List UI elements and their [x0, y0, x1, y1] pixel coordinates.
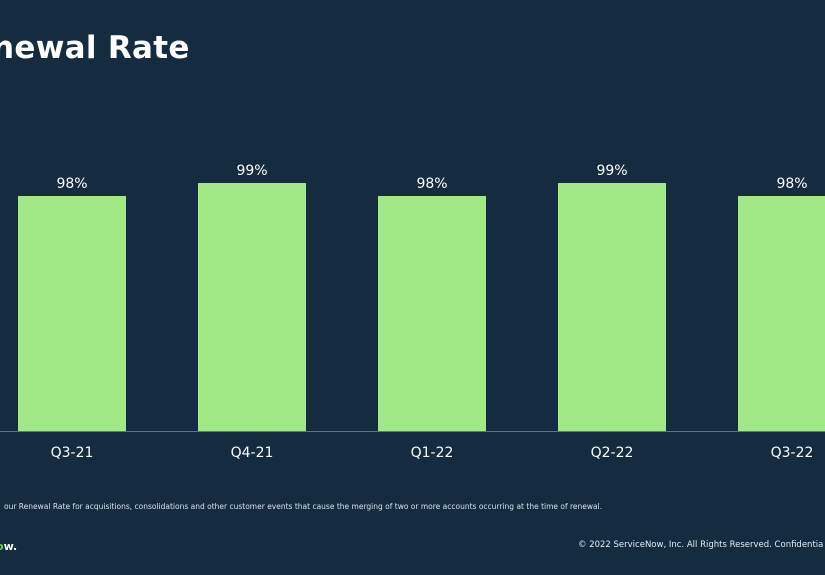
bar-q3-22: [738, 196, 825, 431]
slide-title: newal Rate: [0, 30, 190, 66]
data-label-q3-22: 98%: [776, 176, 807, 192]
category-label-q2-22: Q2-22: [591, 445, 634, 461]
category-label-q1-22: Q1-22: [411, 445, 454, 461]
logo-suffix: w.: [3, 540, 18, 553]
bar-q1-22: [378, 196, 486, 431]
category-label-q4-21: Q4-21: [231, 445, 274, 461]
category-label-q3-21: Q3-21: [51, 445, 94, 461]
data-label-q3-21: 98%: [56, 176, 87, 192]
data-label-q1-22: 98%: [416, 176, 447, 192]
servicenow-logo: ow.: [0, 540, 17, 553]
labels-group: 98% Q3-21 99% Q4-21 98% Q1-22 99% Q2-22 98% Q3-22: [51, 163, 814, 461]
bar-q4-21: [198, 183, 306, 431]
data-label-q2-22: 99%: [596, 163, 627, 179]
bars-group: [0, 183, 825, 432]
category-label-q3-22: Q3-22: [771, 445, 814, 461]
bar-q2-22: [558, 183, 666, 431]
logo-accent-o: o: [0, 540, 4, 553]
data-label-q4-21: 99%: [236, 163, 267, 179]
copyright-notice: © 2022 ServiceNow, Inc. All Rights Reser…: [578, 540, 824, 550]
footnote: our Renewal Rate for acquisitions, conso…: [4, 502, 603, 511]
bar-q3-21: [18, 196, 126, 431]
